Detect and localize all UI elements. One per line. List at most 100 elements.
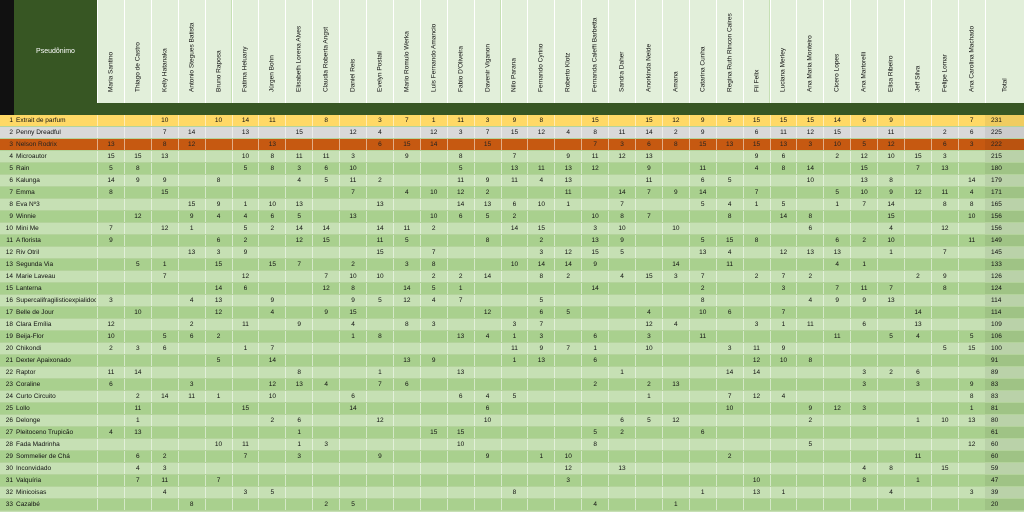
score: 12 — [581, 163, 608, 174]
score: 6 — [850, 115, 877, 126]
score — [930, 439, 958, 450]
score — [661, 283, 689, 294]
judge-header: Luciana Merley — [769, 0, 797, 103]
score: 9 — [850, 295, 877, 306]
score: 4 — [473, 391, 501, 402]
score — [742, 331, 770, 342]
score — [231, 427, 259, 438]
score — [930, 319, 958, 330]
score — [877, 439, 904, 450]
score — [366, 151, 393, 162]
rank: 27 — [5, 429, 13, 436]
score — [688, 367, 716, 378]
score: 7 — [957, 115, 985, 126]
score — [554, 415, 581, 426]
score: 4 — [392, 187, 420, 198]
score — [904, 343, 931, 354]
row: 17 Belle de Jour 10 12 4 9 15 12 6 5 4 10 6 7 14 114 — [0, 307, 1024, 319]
score: 10 — [446, 439, 474, 450]
pseudonym: Segunda Via — [16, 261, 54, 268]
score — [688, 499, 716, 510]
score — [123, 319, 151, 330]
score — [473, 295, 501, 306]
score: 8 — [392, 319, 420, 330]
judge-name: Fatima Heluany — [241, 46, 249, 92]
total: 100 — [985, 343, 1024, 354]
score — [608, 355, 635, 366]
score — [581, 475, 608, 486]
score: 11 — [446, 115, 474, 126]
score — [957, 451, 985, 462]
score — [930, 355, 958, 366]
pseudonym: Winnie — [16, 213, 36, 220]
score — [635, 199, 662, 210]
score — [769, 439, 797, 450]
judge-name: Claudia Roberta Angst — [322, 26, 330, 92]
judge-name: Antonio Stegues Batista — [188, 22, 196, 92]
score — [446, 259, 474, 270]
score — [258, 175, 285, 186]
score — [339, 199, 366, 210]
score — [446, 343, 474, 354]
judge-name: Amana — [672, 71, 680, 92]
score — [123, 235, 151, 246]
score — [527, 487, 554, 498]
score: 11 — [123, 403, 151, 414]
score: 6 — [231, 283, 259, 294]
score: 2 — [419, 223, 447, 234]
score — [258, 439, 285, 450]
judge-header: Felipe Lomar — [930, 0, 958, 103]
score — [635, 259, 662, 270]
score: 1 — [823, 199, 850, 210]
score: 8 — [581, 439, 608, 450]
total: 39 — [985, 487, 1024, 498]
score — [661, 235, 689, 246]
total: 47 — [985, 475, 1024, 486]
score — [850, 211, 877, 222]
score — [500, 283, 528, 294]
score: 15 — [581, 247, 608, 258]
score: 1 — [608, 367, 635, 378]
score — [312, 295, 339, 306]
score: 10 — [419, 187, 447, 198]
score — [769, 295, 797, 306]
score — [419, 391, 447, 402]
score — [904, 223, 931, 234]
judge-header: Kelly Hatanaka — [150, 0, 178, 103]
score — [97, 271, 124, 282]
score: 11 — [904, 451, 931, 462]
pseudonym: Minicoisas — [16, 489, 47, 496]
score: 11 — [258, 115, 285, 126]
rank: 10 — [5, 225, 13, 232]
score: 5 — [204, 355, 232, 366]
score — [392, 463, 420, 474]
score — [769, 379, 797, 390]
judge-name: Evelyn Postali — [376, 51, 384, 92]
score — [742, 223, 770, 234]
score — [285, 343, 312, 354]
total: 91 — [985, 355, 1024, 366]
score: 5 — [473, 211, 501, 222]
row: 1 Extrait de parfum 10 10 14 11 8 3 7 1 11 3 9 8 15 15 1… — [0, 115, 1024, 127]
score — [500, 415, 528, 426]
score: 5 — [366, 295, 393, 306]
score — [742, 211, 770, 222]
total: 83 — [985, 391, 1024, 402]
score — [366, 355, 393, 366]
score — [204, 367, 232, 378]
score — [150, 283, 178, 294]
score — [957, 463, 985, 474]
score: 13 — [258, 139, 285, 150]
score — [177, 151, 205, 162]
score — [500, 307, 528, 318]
score: 11 — [957, 235, 985, 246]
score — [97, 211, 124, 222]
score — [392, 487, 420, 498]
score — [554, 211, 581, 222]
score: 3 — [527, 247, 554, 258]
score — [312, 475, 339, 486]
score: 4 — [877, 487, 904, 498]
score — [204, 403, 232, 414]
score: 9 — [554, 151, 581, 162]
score — [957, 307, 985, 318]
